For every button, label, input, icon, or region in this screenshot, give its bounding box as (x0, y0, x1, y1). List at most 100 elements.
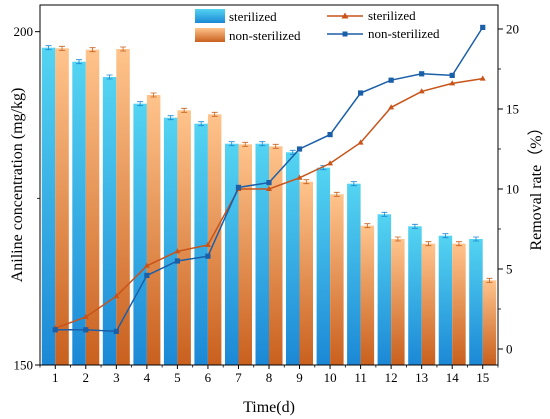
bar-nonsterilized-15 (482, 280, 497, 365)
point-sterilized-8 (266, 185, 272, 191)
y-axis-right-label: Removal rate（%） (527, 119, 545, 250)
x-tick-label-11: 11 (354, 370, 367, 385)
y-right-tick-label-15: 15 (506, 102, 519, 117)
error-bar-nonsterilized-9 (303, 179, 310, 185)
y-left-tick-label-150: 150 (14, 358, 34, 373)
point-sterilized-12 (388, 104, 395, 110)
x-tick-label-13: 13 (415, 370, 428, 385)
x-tick-label-10: 10 (324, 370, 337, 385)
error-bar-nonsterilized-1 (59, 45, 66, 51)
error-bar-sterilized-6 (198, 121, 205, 127)
bar-sterilized-1 (41, 47, 56, 365)
point-nonsterilized-11 (358, 90, 364, 96)
error-bar-nonsterilized-14 (455, 241, 462, 247)
x-tick-label-8: 8 (266, 370, 273, 385)
point-sterilized-2 (82, 313, 89, 319)
y-right-tick-label-0: 0 (506, 342, 513, 357)
x-tick-label-1: 1 (52, 370, 59, 385)
point-sterilized-3 (113, 293, 120, 299)
bar-nonsterilized-11 (360, 225, 375, 365)
error-bar-sterilized-2 (76, 59, 83, 65)
bar-sterilized-9 (286, 152, 300, 365)
legend-swatch-sterilized-bar (195, 9, 225, 23)
legend-label-sterilized-bar: sterilized (229, 9, 277, 24)
point-sterilized-9 (296, 174, 303, 180)
bar-nonsterilized-13 (421, 243, 436, 365)
error-bar-nonsterilized-15 (486, 277, 493, 283)
bar-nonsterilized-9 (299, 181, 313, 365)
bar-sterilized-6 (194, 123, 208, 365)
error-bar-sterilized-13 (411, 223, 418, 229)
point-sterilized-5 (174, 248, 181, 254)
legend: sterilized non-sterilized sterilized non… (195, 8, 440, 43)
y-axis-right: 0 5 10 15 20 (498, 22, 519, 357)
x-tick-label-15: 15 (476, 370, 489, 385)
bar-sterilized-2 (72, 61, 86, 365)
error-bar-nonsterilized-2 (89, 47, 96, 53)
legend-label-nonsterilized-bar: non-sterilized (229, 28, 301, 43)
bar-nonsterilized-10 (330, 194, 344, 365)
x-axis: 1 2 3 4 5 6 7 8 9 10 11 12 13 14 15 (39, 365, 499, 385)
error-bar-sterilized-12 (381, 211, 388, 217)
bar-nonsterilized-4 (146, 95, 161, 365)
bar-nonsterilized-8 (269, 146, 283, 365)
error-bar-nonsterilized-4 (150, 92, 157, 98)
y-axis-left-label: Aniline concentration (mg/kg) (9, 88, 26, 283)
error-bar-nonsterilized-10 (333, 191, 340, 197)
error-bar-nonsterilized-7 (242, 141, 249, 147)
error-bar-nonsterilized-3 (120, 46, 127, 52)
legend-marker-sterilized (341, 12, 349, 19)
point-nonsterilized-3 (113, 328, 119, 334)
y-right-tick-label-5: 5 (506, 262, 513, 277)
bar-sterilized-12 (377, 214, 392, 365)
point-nonsterilized-8 (266, 180, 272, 186)
bar-sterilized-5 (163, 117, 178, 365)
error-bar-nonsterilized-13 (425, 241, 432, 247)
line-group (52, 24, 486, 334)
x-tick-label-3: 3 (113, 370, 120, 385)
bar-sterilized-10 (316, 167, 331, 365)
bar-sterilized-11 (347, 183, 361, 365)
point-nonsterilized-15 (480, 24, 486, 30)
error-bar-sterilized-11 (350, 181, 357, 187)
legend-label-sterilized-line: sterilized (368, 8, 416, 23)
x-tick-label-5: 5 (174, 370, 181, 385)
error-bar-sterilized-8 (259, 141, 266, 147)
y-right-tick-label-10: 10 (506, 182, 519, 197)
bar-sterilized-4 (133, 103, 147, 365)
legend-label-nonsterilized-line: non-sterilized (368, 26, 440, 41)
x-tick-label-14: 14 (446, 370, 460, 385)
point-nonsterilized-13 (419, 71, 425, 77)
error-bar-sterilized-7 (228, 141, 235, 147)
error-bar-nonsterilized-6 (211, 111, 218, 117)
bar-sterilized-7 (225, 143, 239, 365)
error-bar-nonsterilized-5 (181, 107, 188, 113)
error-bar-sterilized-14 (442, 233, 449, 239)
point-sterilized-4 (143, 262, 150, 268)
x-tick-label-2: 2 (83, 370, 90, 385)
bar-sterilized-14 (438, 235, 453, 365)
point-nonsterilized-5 (174, 258, 180, 264)
point-nonsterilized-12 (388, 77, 394, 83)
error-bar-sterilized-5 (167, 115, 174, 121)
x-tick-label-7: 7 (235, 370, 242, 385)
bar-sterilized-13 (408, 226, 422, 365)
point-nonsterilized-14 (449, 72, 455, 78)
point-nonsterilized-2 (83, 327, 89, 333)
legend-marker-nonsterilized (342, 31, 348, 37)
y-right-tick-label-20: 20 (506, 22, 519, 37)
x-axis-label: Time(d) (243, 399, 295, 416)
x-tick-label-12: 12 (385, 370, 398, 385)
bar-sterilized-3 (102, 77, 117, 365)
point-nonsterilized-9 (296, 146, 303, 152)
point-sterilized-14 (449, 80, 456, 86)
bar-nonsterilized-1 (55, 48, 69, 366)
point-sterilized-10 (327, 160, 334, 166)
error-bar-sterilized-1 (45, 45, 52, 51)
point-nonsterilized-7 (235, 184, 242, 190)
bar-nonsterilized-7 (238, 144, 252, 365)
y-left-tick-label-200: 200 (14, 24, 34, 39)
error-bar-sterilized-15 (472, 236, 479, 242)
point-nonsterilized-4 (144, 272, 150, 278)
